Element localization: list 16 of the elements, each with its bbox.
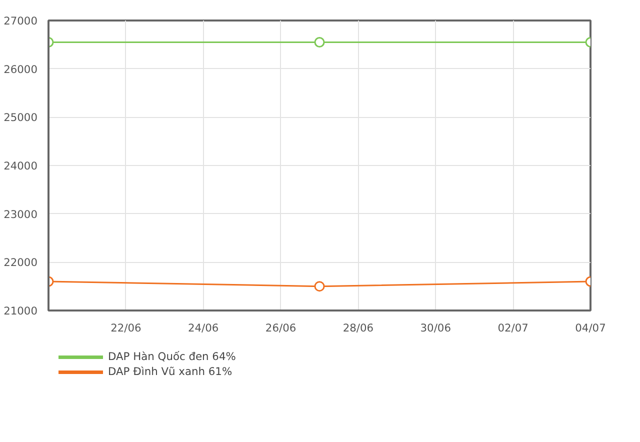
legend-label: DAP Đình Vũ xanh 61%: [108, 365, 232, 378]
x-tick-label: 02/07: [498, 322, 528, 334]
x-tick-label: 30/06: [420, 322, 452, 334]
x-tick-label: 04/07: [575, 322, 606, 334]
y-tick-label: 23000: [4, 208, 38, 221]
y-tick-label: 27000: [4, 14, 38, 28]
y-tick-label: 25000: [4, 111, 38, 124]
x-tick-label: 28/06: [342, 322, 374, 334]
legend-label: DAP Hàn Quốc đen 64%: [108, 350, 236, 363]
y-tick-label: 22000: [4, 256, 38, 270]
x-tick-label: 22/06: [110, 322, 142, 334]
y-tick-label: 26000: [4, 62, 38, 76]
y-tick-label: 24000: [4, 160, 38, 172]
x-tick-label: 26/06: [265, 322, 296, 334]
x-tick-label: 24/06: [188, 322, 219, 334]
y-tick-label: 21000: [4, 304, 38, 318]
